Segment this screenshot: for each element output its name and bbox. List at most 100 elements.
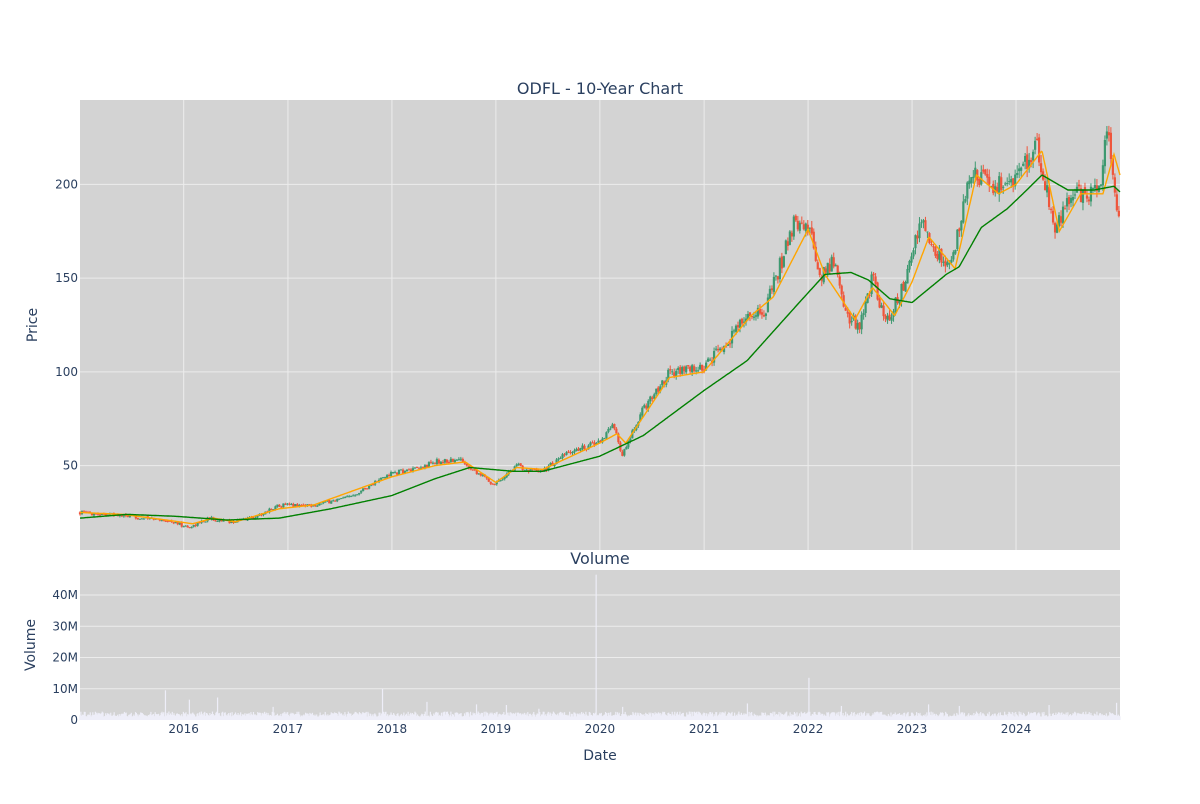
candle [615, 427, 618, 434]
volume-bar [485, 711, 487, 720]
volume-bar [657, 712, 660, 720]
volume-bar [424, 711, 426, 720]
candle [601, 437, 604, 444]
volume-bar [129, 714, 132, 720]
volume-bar [382, 711, 384, 720]
volume-bar [446, 711, 449, 720]
volume-bar [276, 713, 279, 720]
volume-bar [164, 690, 167, 720]
volume-bar [702, 713, 704, 720]
x-tick: 2024 [1001, 722, 1032, 736]
candle [98, 513, 102, 516]
volume-bar [1006, 716, 1008, 720]
volume-bar [830, 712, 832, 720]
candle [938, 245, 941, 264]
volume-bar [492, 713, 494, 720]
candle [675, 368, 678, 380]
volume-bar [510, 713, 513, 720]
volume-bar [457, 712, 459, 720]
volume-bar [122, 713, 124, 720]
volume-bar [460, 713, 462, 720]
candle [441, 460, 445, 464]
volume-bar [577, 713, 579, 720]
volume-bar [83, 711, 85, 720]
candle [1105, 126, 1108, 146]
volume-bar [746, 703, 749, 720]
volume-bar [163, 712, 165, 720]
volume-bar [690, 711, 692, 720]
volume-bar [224, 712, 226, 720]
volume-bar [1075, 715, 1078, 720]
volume-bar [228, 715, 231, 720]
candle [1000, 172, 1003, 193]
volume-bar [645, 713, 648, 720]
volume-bar [825, 716, 827, 720]
volume-bar [777, 714, 779, 720]
candle [884, 314, 887, 323]
candle [276, 504, 279, 508]
volume-bar [403, 712, 405, 720]
volume-bar [252, 712, 255, 720]
candle [623, 448, 626, 457]
volume-bar [889, 716, 891, 720]
candle [340, 498, 343, 500]
volume-bar [141, 713, 143, 720]
candle [140, 518, 143, 520]
volume-bar [869, 715, 871, 720]
volume-bar [642, 714, 644, 720]
volume-bar [981, 713, 984, 720]
volume-bar [258, 713, 260, 720]
volume-bar [297, 713, 299, 720]
volume-bar [441, 716, 443, 720]
volume-bar [1003, 715, 1005, 720]
price-y-tick: 150 [55, 271, 78, 285]
volume-bar [891, 716, 893, 720]
volume-bar [1043, 711, 1045, 720]
volume-bar [616, 715, 618, 720]
volume-bar [899, 714, 901, 720]
volume-bar [232, 715, 234, 720]
volume-bar [128, 714, 130, 720]
volume-bar [350, 713, 352, 720]
volume-bar [320, 715, 322, 720]
volume-bar [250, 712, 252, 720]
volume-bar [112, 714, 114, 720]
volume-bar [771, 713, 773, 720]
volume-bar [451, 716, 453, 720]
volume-bar [654, 712, 656, 720]
volume-bar [820, 714, 822, 720]
volume-bar [261, 713, 263, 720]
volume-bar [794, 713, 796, 720]
candle [362, 488, 365, 492]
volume-bar [968, 716, 971, 720]
volume-bar [111, 715, 113, 720]
volume-bar [557, 715, 560, 720]
volume-bar [832, 712, 834, 720]
volume-bar [784, 713, 786, 720]
candle [796, 215, 799, 232]
volume-bar [757, 716, 760, 720]
candle [772, 272, 776, 296]
volume-bar [190, 714, 192, 720]
volume-bar [797, 716, 799, 720]
volume-bar [523, 712, 525, 720]
volume-bar [407, 711, 409, 720]
candle [407, 468, 411, 471]
volume-bar [768, 715, 770, 720]
volume-bar [188, 699, 190, 720]
candle [216, 520, 219, 522]
x-tick: 2016 [168, 722, 199, 736]
volume-bar [923, 715, 925, 720]
volume-bar [249, 715, 251, 720]
volume-bar [1088, 712, 1090, 720]
volume-bar [576, 713, 578, 720]
volume-bar [598, 713, 601, 720]
volume-bar [281, 716, 283, 720]
volume-bar [388, 715, 390, 720]
volume-bar [772, 711, 774, 720]
volume-bar [1027, 711, 1030, 720]
volume-bar [376, 716, 378, 720]
candle [966, 181, 969, 206]
volume-bar [454, 712, 456, 720]
volume-bar [346, 713, 349, 720]
